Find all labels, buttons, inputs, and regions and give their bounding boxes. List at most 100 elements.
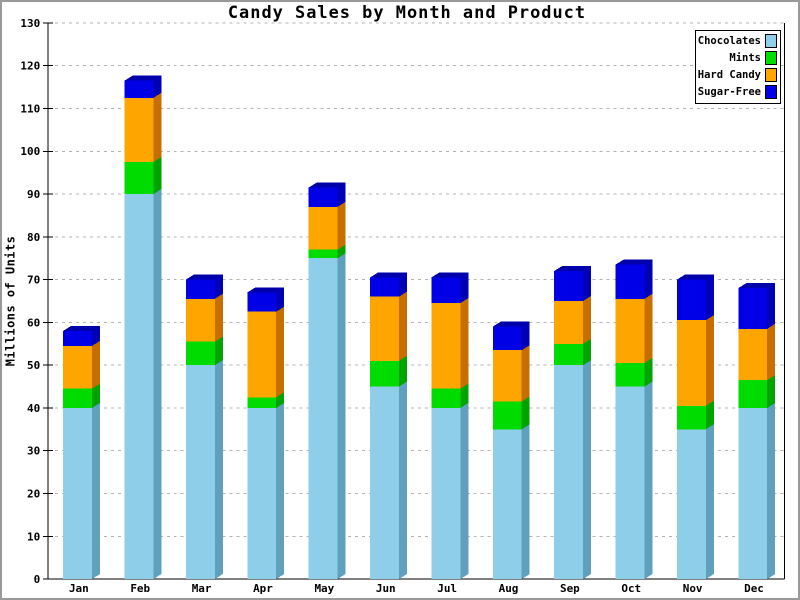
- bar-side-face-Feb-Mints: [153, 156, 162, 195]
- bar-top-face-Nov: [676, 274, 714, 280]
- bar-side-face-May-Sugar-Free: [337, 182, 346, 207]
- bar-side-face-Nov-Hard Candy: [705, 315, 714, 406]
- y-tick-label: 20: [27, 487, 40, 500]
- bar-segment-Jun-Chocolates: [370, 386, 399, 580]
- legend-item-mints: Mints: [696, 49, 780, 66]
- bar-segment-May-Mints: [308, 249, 338, 259]
- bar-side-face-Jul-Chocolates: [460, 402, 469, 580]
- bar-top-face-Sep: [554, 266, 592, 272]
- legend-swatch-hard-candy: [765, 67, 777, 82]
- bar-segment-Dec-Chocolates: [738, 407, 768, 580]
- bar-segment-Mar-Sugar-Free: [185, 279, 215, 299]
- bar-top-face-May: [308, 182, 346, 188]
- bar-top-face-Jul: [431, 272, 469, 278]
- y-tick-label: 50: [27, 359, 40, 372]
- bar-segment-Mar-Chocolates: [185, 365, 215, 580]
- bar-segment-Jan-Chocolates: [63, 407, 93, 580]
- bar-segment-Mar-Mints: [185, 341, 215, 366]
- bar-side-face-Jun-Hard Candy: [398, 291, 407, 361]
- bar-segment-Apr-Hard Candy: [247, 311, 277, 398]
- bar-side-face-Dec-Hard Candy: [767, 323, 776, 381]
- legend-swatch-sugar-free: [765, 84, 777, 99]
- bar-side-face-Apr-Hard Candy: [276, 306, 285, 398]
- bar-side-face-Jun-Chocolates: [398, 381, 407, 580]
- bar-segment-May-Hard Candy: [308, 206, 338, 250]
- bar-segment-Dec-Sugar-Free: [738, 288, 768, 329]
- bar-segment-Jul-Sugar-Free: [431, 277, 461, 304]
- legend-item-hard-candy: Hard Candy: [696, 66, 780, 83]
- bar-segment-Nov-Sugar-Free: [676, 279, 706, 321]
- bar-segment-Oct-Sugar-Free: [615, 264, 645, 299]
- bar-side-face-Oct-Chocolates: [644, 381, 653, 580]
- bar-segment-Feb-Sugar-Free: [124, 80, 154, 98]
- bar-segment-Apr-Chocolates: [247, 407, 277, 580]
- y-tick-label: 30: [27, 445, 40, 458]
- bar-top-face-Jan: [63, 325, 101, 331]
- bar-side-face-May-Chocolates: [337, 253, 346, 580]
- bar-top-face-Aug: [492, 321, 530, 327]
- x-tick-label: Apr: [253, 582, 273, 595]
- bar-segment-Aug-Mints: [492, 401, 522, 430]
- bar-segment-Sep-Sugar-Free: [554, 271, 584, 301]
- y-tick-label: 100: [20, 145, 40, 158]
- y-axis-title: Millions of Units: [3, 236, 17, 367]
- bar-segment-Jul-Chocolates: [431, 407, 461, 580]
- bar-segment-Feb-Mints: [124, 161, 154, 195]
- bar-segment-May-Chocolates: [308, 258, 338, 580]
- y-tick-label: 130: [20, 17, 40, 30]
- bar-segment-Sep-Hard Candy: [554, 300, 584, 344]
- chart-title: Candy Sales by Month and Product: [228, 2, 586, 22]
- legend-item-sugar-free: Sugar-Free: [696, 83, 780, 100]
- bar-segment-Sep-Chocolates: [554, 365, 584, 580]
- x-tick-label: Aug: [499, 582, 519, 595]
- bar-side-face-Dec-Chocolates: [767, 402, 776, 580]
- bar-side-face-Jan-Mints: [92, 383, 101, 408]
- bar-segment-Aug-Hard Candy: [492, 350, 522, 402]
- bar-side-face-Mar-Sugar-Free: [214, 274, 223, 299]
- bar-top-face-Mar: [185, 274, 223, 280]
- x-tick-label: Feb: [130, 582, 150, 595]
- bar-side-face-Jun-Sugar-Free: [398, 272, 407, 297]
- bar-segment-Oct-Chocolates: [615, 386, 645, 580]
- legend-item-chocolates: Chocolates: [696, 32, 780, 49]
- bar-side-face-Feb-Sugar-Free: [153, 75, 162, 98]
- bar-top-face-Apr: [247, 287, 285, 293]
- x-tick-label: Jun: [376, 582, 396, 595]
- bar-side-face-Oct-Hard Candy: [644, 293, 653, 364]
- bar-segment-Jul-Hard Candy: [431, 303, 461, 389]
- bar-segment-Jul-Mints: [431, 388, 461, 408]
- x-tick-label: May: [314, 582, 334, 595]
- x-tick-label: Mar: [192, 582, 212, 595]
- bar-segment-Jun-Hard Candy: [370, 296, 399, 361]
- bar-segment-Feb-Chocolates: [124, 194, 154, 580]
- x-tick-label: Sep: [560, 582, 580, 595]
- bar-top-face-Dec: [738, 283, 776, 289]
- bar-segment-Mar-Hard Candy: [185, 298, 215, 342]
- bar-side-face-Mar-Mints: [214, 336, 223, 366]
- y-tick-label: 90: [27, 188, 40, 201]
- y-tick-label: 10: [27, 530, 40, 543]
- bar-segment-Oct-Mints: [615, 363, 645, 387]
- bar-side-face-Oct-Sugar-Free: [644, 259, 653, 299]
- bar-segment-Nov-Mints: [676, 405, 706, 430]
- bar-segment-Jun-Sugar-Free: [370, 277, 399, 297]
- bar-side-face-Aug-Sugar-Free: [521, 321, 530, 351]
- bar-segment-May-Sugar-Free: [308, 187, 338, 207]
- legend-swatch-mints: [765, 50, 777, 65]
- bar-top-face-Jun: [370, 272, 407, 278]
- bar-side-face-Nov-Chocolates: [705, 424, 714, 580]
- x-tick-label: Nov: [683, 582, 703, 595]
- bar-side-face-Apr-Chocolates: [276, 402, 285, 580]
- y-tick-label: 70: [27, 274, 40, 287]
- bar-segment-Sep-Mints: [554, 343, 584, 366]
- bar-side-face-Feb-Hard Candy: [153, 92, 162, 162]
- legend-label-mints: Mints: [729, 51, 761, 64]
- bar-segment-Aug-Sugar-Free: [492, 326, 522, 351]
- x-tick-label: Jan: [69, 582, 89, 595]
- bar-side-face-Jul-Hard Candy: [460, 298, 469, 389]
- bar-side-face-May-Hard Candy: [337, 201, 346, 250]
- bar-side-face-Mar-Hard Candy: [214, 293, 223, 342]
- bar-side-face-Aug-Mints: [521, 396, 530, 430]
- y-tick-label: 110: [20, 102, 40, 115]
